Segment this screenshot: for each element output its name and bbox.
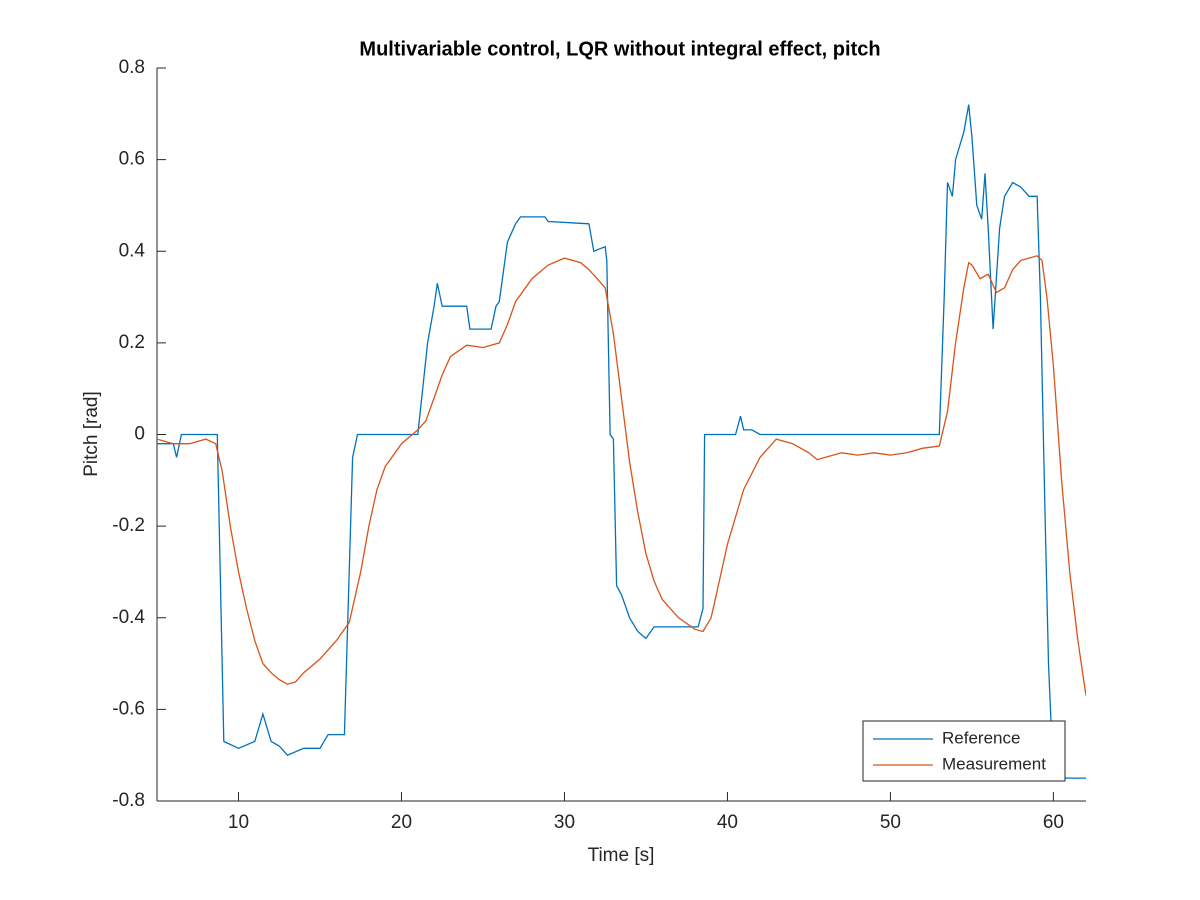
x-tick-label: 40	[717, 812, 738, 833]
y-tick-label: -0.8	[112, 790, 145, 811]
legend-label: Reference	[942, 728, 1020, 747]
x-tick-label: 30	[554, 812, 575, 833]
y-tick-label: 0	[134, 424, 145, 445]
chart-title: Multivariable control, LQR without integ…	[359, 38, 880, 60]
y-tick-label: 0.2	[119, 332, 145, 353]
x-tick-label: 60	[1043, 812, 1064, 833]
x-tick-label: 20	[391, 812, 412, 833]
x-tick-label: 10	[228, 812, 249, 833]
y-tick-label: 0.8	[119, 57, 145, 78]
y-tick-label: 0.6	[119, 149, 145, 170]
y-tick-label: -0.2	[112, 515, 145, 536]
legend-label: Measurement	[942, 754, 1046, 773]
x-axis-label: Time [s]	[588, 845, 655, 866]
legend-box	[862, 720, 1066, 782]
data-line	[157, 104, 1086, 779]
y-tick-label: -0.4	[112, 607, 145, 628]
x-tick-label: 50	[880, 812, 901, 833]
data-line	[157, 255, 1086, 696]
y-axis-label: Pitch [rad]	[81, 391, 102, 477]
y-tick-label: -0.6	[112, 698, 145, 719]
y-tick-label: 0.4	[119, 240, 146, 261]
